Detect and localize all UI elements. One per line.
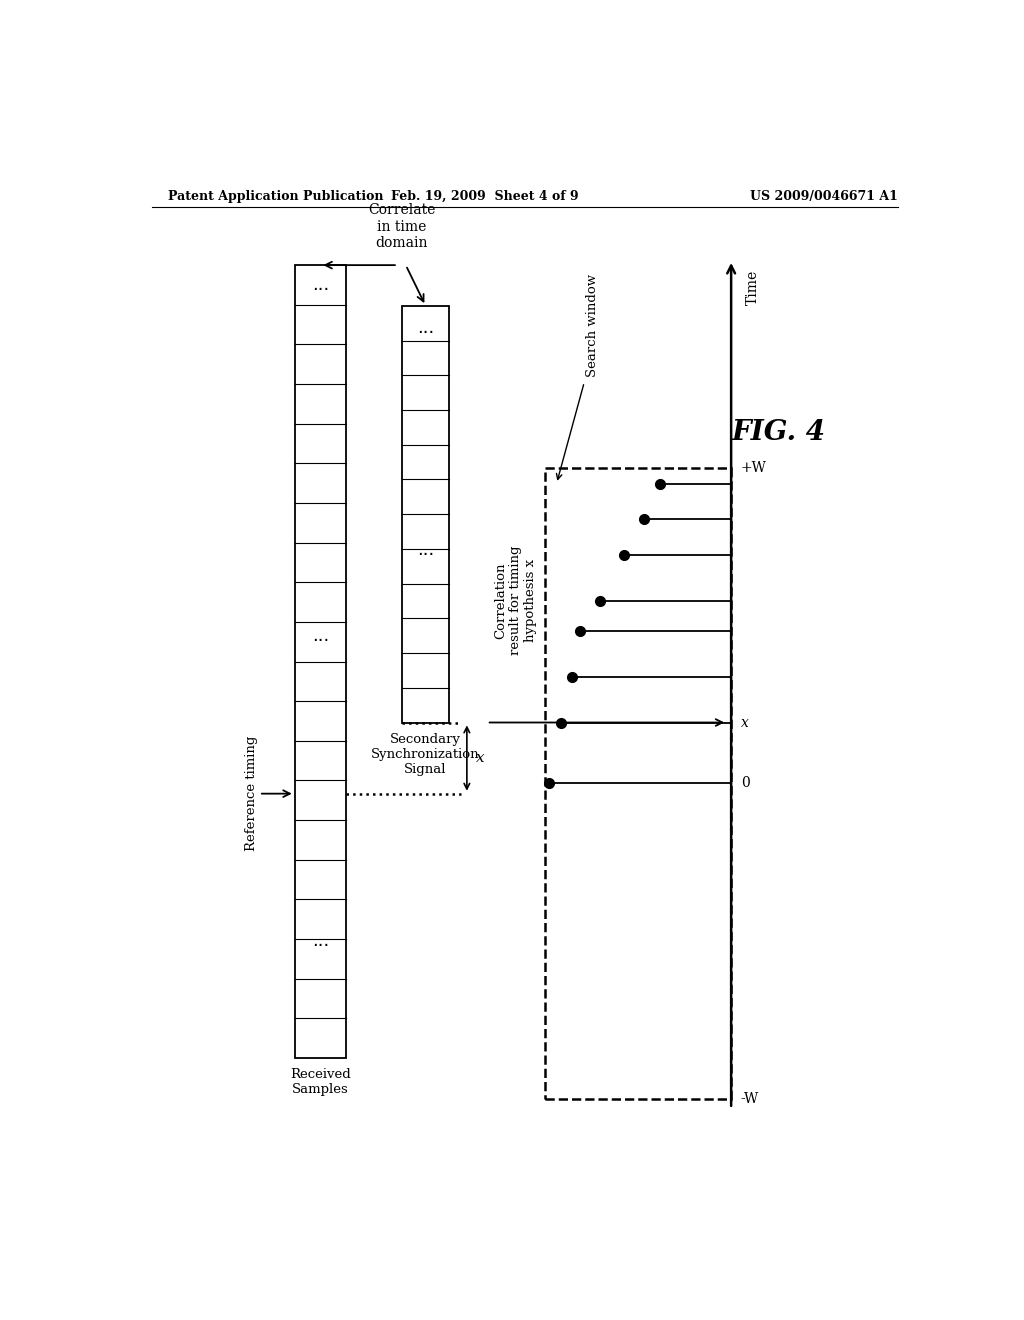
Text: Patent Application Publication: Patent Application Publication [168, 190, 383, 202]
Text: ...: ... [417, 319, 434, 337]
Text: Search window: Search window [586, 273, 599, 378]
Text: Reference timing: Reference timing [245, 737, 257, 851]
Text: Correlate
in time
domain: Correlate in time domain [368, 203, 435, 249]
Text: ...: ... [417, 541, 434, 558]
Text: ...: ... [312, 627, 329, 645]
Text: x: x [740, 715, 749, 730]
Text: +W: +W [740, 462, 767, 475]
Text: ...: ... [312, 932, 329, 950]
Text: US 2009/0046671 A1: US 2009/0046671 A1 [750, 190, 898, 202]
Text: x: x [476, 751, 485, 766]
Text: -W: -W [740, 1092, 759, 1106]
Text: ...: ... [312, 276, 329, 294]
Text: 0: 0 [740, 776, 750, 791]
Bar [401, 306, 450, 722]
Text: Secondary
Synchronization
Signal: Secondary Synchronization Signal [372, 733, 480, 776]
Text: Correlation
result for timing
hypothesis x: Correlation result for timing hypothesis… [494, 545, 537, 655]
Bar [295, 265, 346, 1057]
Bar [545, 469, 731, 1098]
Text: Time: Time [745, 271, 760, 305]
Text: Feb. 19, 2009  Sheet 4 of 9: Feb. 19, 2009 Sheet 4 of 9 [391, 190, 579, 202]
Text: FIG. 4: FIG. 4 [732, 420, 825, 446]
Text: Received
Samples: Received Samples [290, 1068, 351, 1096]
